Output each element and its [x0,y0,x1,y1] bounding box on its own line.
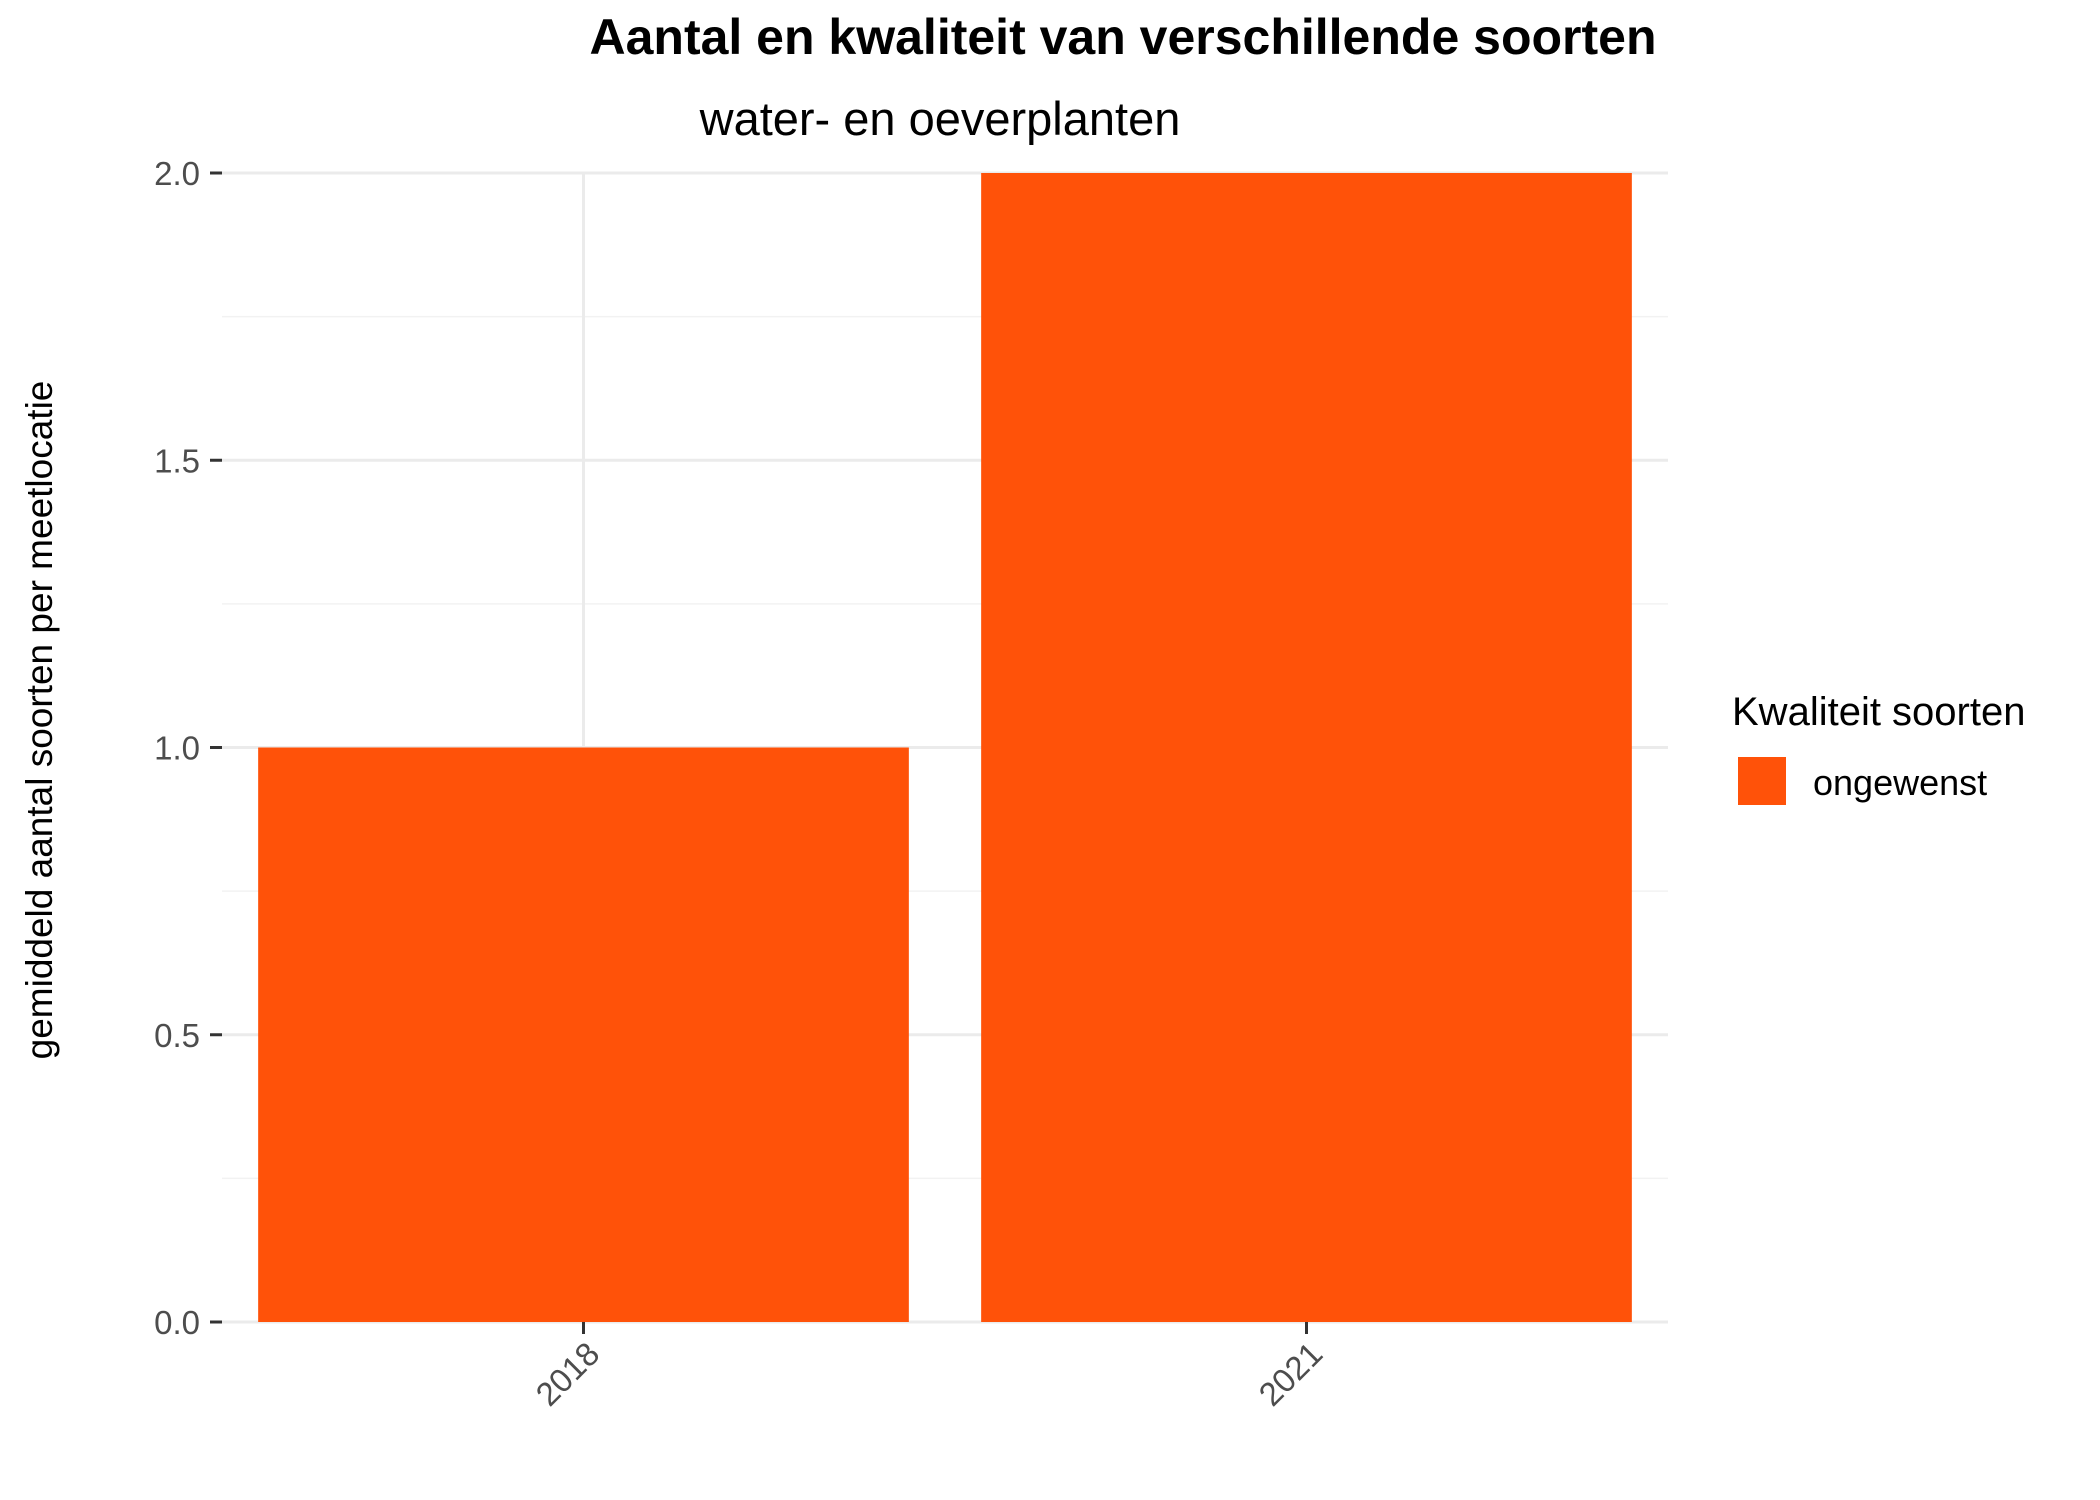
plot-area: 0.0 0.5 1.0 1.5 2.0 2018 2021 [154,155,1668,1413]
y-axis-label: gemiddeld aantal soorten per meetlocatie [19,381,60,1060]
y-tick-label: 2.0 [154,155,200,192]
bar-2021 [981,173,1632,1322]
legend-key-ongewenst [1738,757,1786,805]
y-tick-label: 1.0 [154,730,200,767]
chart-subtitle: water- en oeverplanten [699,92,1181,145]
legend: Kwaliteit soorten ongewenst [1732,690,2025,805]
x-tick-label: 2018 [528,1335,606,1413]
y-tick-label: 1.5 [154,442,200,479]
x-tick-label: 2021 [1251,1335,1329,1413]
y-tick-label: 0.0 [154,1304,200,1341]
y-tick-label: 0.5 [154,1017,200,1054]
legend-label-ongewenst: ongewenst [1813,762,1987,803]
chart-title: Aantal en kwaliteit van verschillende so… [589,9,1656,65]
legend-title: Kwaliteit soorten [1732,690,2025,734]
bar-2018 [258,747,909,1322]
